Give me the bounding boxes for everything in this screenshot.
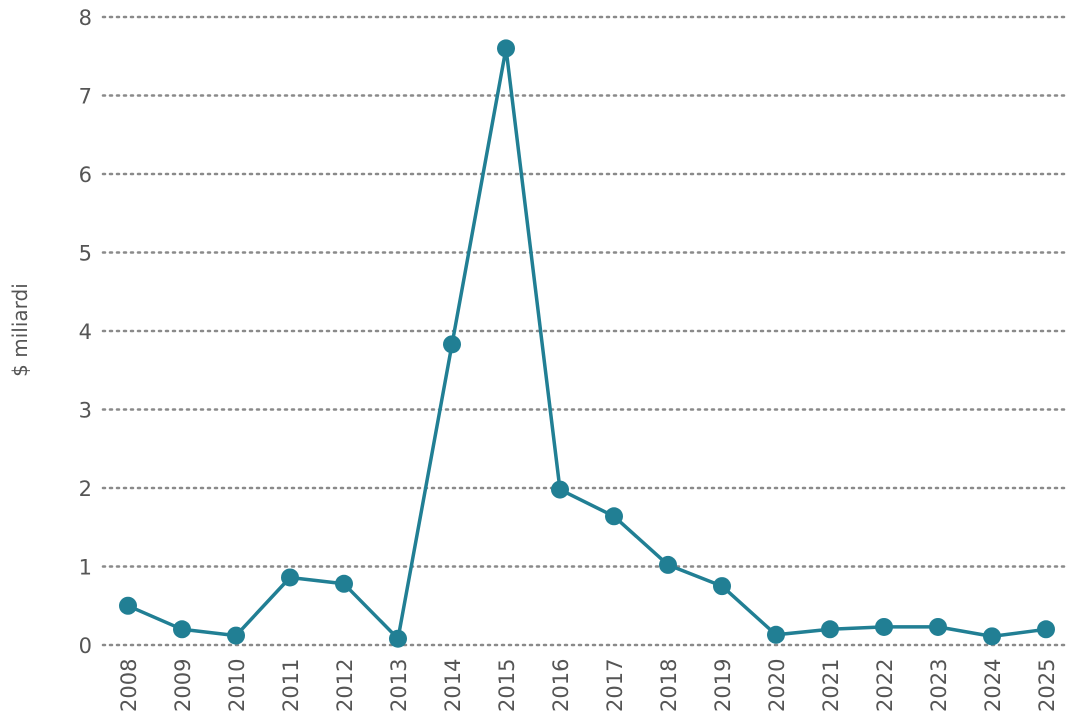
data-point-2018 [659, 555, 677, 574]
x-tick-label: 2017 [603, 659, 627, 712]
x-tick-label: 2019 [711, 659, 735, 712]
y-tick-label: 1 [79, 556, 92, 580]
x-tick-label: 2021 [819, 659, 843, 712]
x-tick-label: 2016 [549, 659, 573, 712]
y-axis-title: $ miliardi [8, 283, 32, 377]
data-point-2020 [767, 625, 785, 644]
x-tick-label: 2025 [1035, 659, 1059, 712]
x-tick-label: 2009 [171, 659, 195, 712]
x-tick-label: 2020 [765, 659, 789, 712]
data-point-2025 [1037, 620, 1055, 639]
data-point-2012 [335, 574, 353, 593]
series-layer [119, 39, 1055, 648]
x-tick-label: 2018 [657, 659, 681, 712]
data-point-2015 [497, 39, 515, 58]
data-point-2023 [929, 617, 947, 636]
data-point-2011 [281, 568, 299, 587]
x-tick-label: 2014 [441, 659, 465, 712]
x-tick-label: 2010 [225, 659, 249, 712]
x-axis-ticks: 2008 2009 2010 2011 2012 2013 2014 2015 2016 2017… [117, 659, 1059, 712]
data-point-2022 [875, 617, 893, 636]
y-tick-label: 6 [79, 163, 92, 187]
y-tick-label: 5 [79, 242, 92, 266]
data-point-2016 [551, 480, 569, 499]
data-point-2024 [983, 627, 1001, 646]
series-line [127, 46, 1047, 641]
data-point-2021 [821, 620, 839, 639]
data-point-2014 [443, 335, 461, 354]
data-point-2009 [173, 620, 191, 639]
x-tick-label: 2023 [927, 659, 951, 712]
x-tick-label: 2008 [117, 659, 141, 712]
y-tick-label: 8 [79, 6, 92, 30]
y-tick-label: 0 [79, 634, 92, 658]
x-tick-label: 2011 [279, 659, 303, 712]
x-tick-label: 2012 [333, 659, 357, 712]
data-point-2013 [389, 629, 407, 648]
x-tick-label: 2024 [981, 659, 1005, 712]
data-point-2017 [605, 507, 623, 526]
gridlines [101, 15, 1069, 647]
data-point-2010 [227, 626, 245, 645]
y-axis-ticks: 0 1 2 3 4 5 6 7 8 [79, 6, 92, 658]
y-tick-label: 4 [79, 320, 92, 344]
data-point-2019 [713, 577, 731, 596]
x-tick-label: 2022 [873, 659, 897, 712]
y-tick-label: 3 [79, 399, 92, 423]
x-tick-label: 2015 [495, 659, 519, 712]
y-tick-label: 7 [79, 85, 92, 109]
x-tick-label: 2013 [387, 659, 411, 712]
data-point-2008 [119, 596, 137, 615]
y-tick-label: 2 [79, 477, 92, 501]
